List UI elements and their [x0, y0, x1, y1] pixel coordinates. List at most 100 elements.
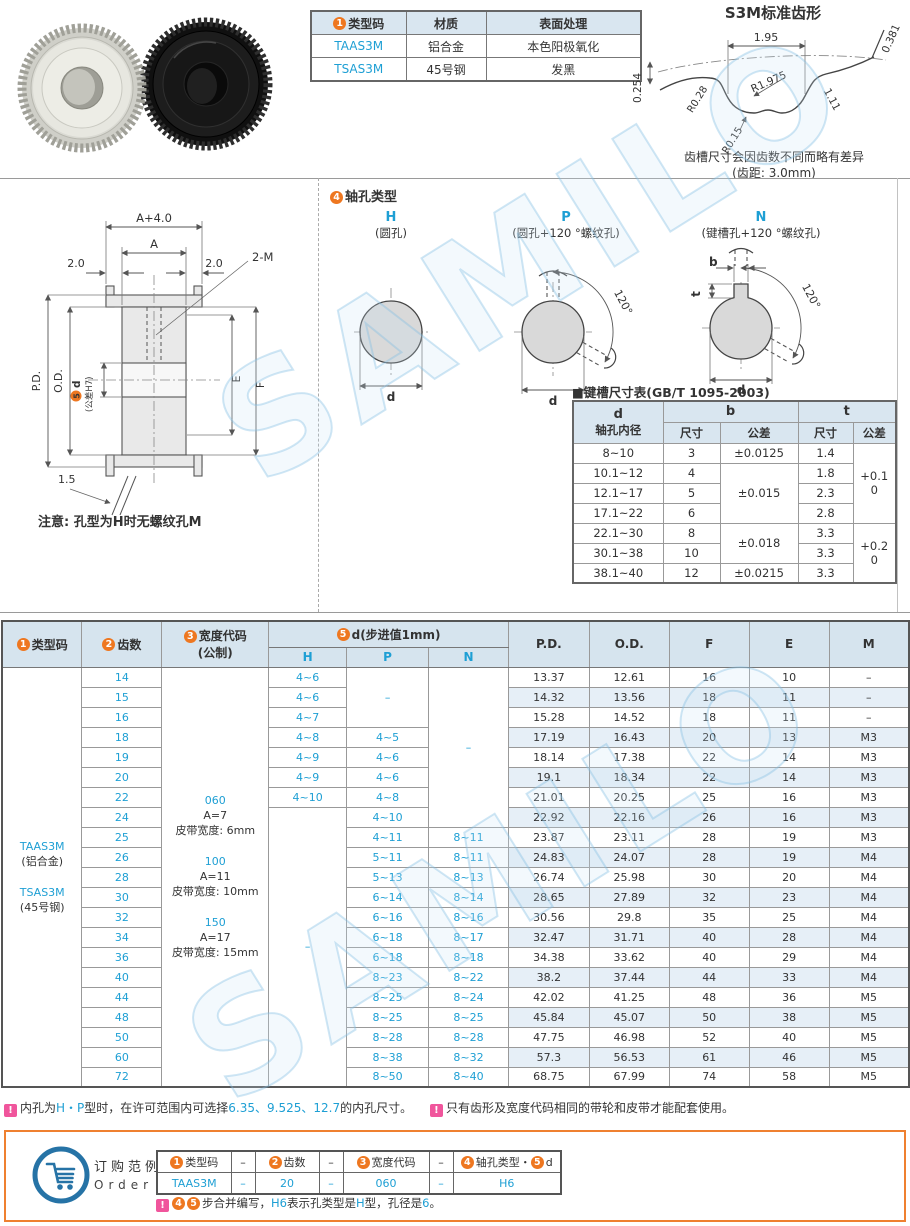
f-cell: 40 — [668, 926, 750, 948]
keyway-col-b-tol: 公差 — [719, 421, 799, 444]
dim-2-left: 2.0 — [67, 257, 85, 270]
teeth-cell: 50 — [81, 1026, 163, 1048]
od-cell: 20.25 — [588, 786, 670, 808]
divider — [0, 178, 910, 179]
keyway-col-d: d 轴孔内径 — [572, 400, 664, 444]
od-cell: 67.99 — [588, 1066, 670, 1088]
keyway-cell: ±0.0215 — [719, 562, 799, 584]
spec-row: 44 8~25 8~24 42.02 41.25 48 36 M5 — [2, 986, 910, 1008]
teeth-cell: 16 — [81, 706, 163, 728]
type-table-cell: 铝合金 — [405, 34, 487, 58]
circled-number: 1 — [16, 638, 30, 652]
keyway-col-b-size: 尺寸 — [662, 421, 721, 444]
f-cell: 74 — [668, 1066, 750, 1088]
e-cell: 20 — [748, 866, 830, 888]
type-table-cell[interactable]: TSAS3M — [310, 57, 407, 82]
circled-number: 5 — [187, 1196, 200, 1210]
e-cell: 14 — [748, 766, 830, 788]
f-cell: 48 — [668, 986, 750, 1008]
keyway-row: 12.1~17 5 2.3 — [572, 482, 896, 504]
d-h-cell: 4~6 — [268, 666, 348, 688]
d-n-cell: 8~17 — [428, 926, 509, 948]
hole-h-desc: (圆孔) — [375, 226, 407, 240]
m-cell: – — [828, 706, 910, 728]
e-cell: 13 — [748, 726, 830, 748]
keyway-cell: 30.1~38 — [572, 542, 664, 564]
keyway-cell: +0.1 0 — [852, 442, 897, 524]
teeth-cell: 72 — [81, 1066, 163, 1088]
dim-f: F — [254, 382, 267, 388]
type-col-header: 1 类型码 — [310, 10, 407, 35]
pulley-dimension-drawing: 2-M A+4.0 A 2.0 2.0 P.D. O.D. 5 d (公差H7)… — [30, 211, 273, 530]
keyway-cell: 10.1~12 — [572, 462, 664, 484]
divider — [0, 612, 910, 613]
pd-cell: 45.84 — [507, 1006, 590, 1028]
keyway-row: 8~10 3 ±0.0125 1.4 +0.1 0 — [572, 442, 897, 524]
d-p-cell: 4~8 — [346, 786, 430, 808]
spec-row: 26 5~11 8~11 24.83 24.07 28 19 M4 — [2, 846, 910, 868]
circled-number: 1 — [170, 1155, 184, 1169]
pd-cell: 28.65 — [507, 886, 590, 908]
pd-cell: 22.92 — [507, 806, 590, 828]
m-cell: M5 — [828, 1046, 910, 1068]
order-header-cell: – — [428, 1150, 454, 1173]
m-cell: M5 — [828, 986, 910, 1008]
col-e: E — [748, 620, 830, 668]
od-cell: 18.34 — [588, 766, 670, 788]
type-code-table: 1 类型码 材质 表面处理 TAAS3M 铝合金 本色阳极氧化 TSAS3M 45号钢 发黑 — [310, 10, 642, 82]
keyway-row: 10.1~12 4 ±0.015 1.8 — [572, 462, 896, 524]
od-cell: 37.44 — [588, 966, 670, 988]
pd-cell: 21.01 — [507, 786, 590, 808]
d-n-cell: – — [428, 666, 509, 828]
m-cell: – — [828, 666, 910, 688]
order-value-row: TAAS3M –20–060– H6 — [156, 1172, 562, 1195]
type-table-cell[interactable]: TAAS3M — [310, 34, 407, 58]
od-cell: 27.89 — [588, 886, 670, 908]
d-n-cell: 8~14 — [428, 886, 509, 908]
keyway-cell: 1.4 — [797, 442, 854, 464]
od-cell: 22.16 — [588, 806, 670, 828]
order-value-cell: – — [230, 1172, 256, 1195]
f-cell: 18 — [668, 706, 750, 728]
d-n-cell: 8~22 — [428, 966, 509, 988]
hole-h-drawing: d — [354, 288, 428, 404]
m-cell: M3 — [828, 726, 910, 748]
pd-cell: 68.75 — [507, 1066, 590, 1088]
od-cell: 14.52 — [588, 706, 670, 728]
order-value-cell: 20 — [254, 1172, 320, 1195]
hole-n-d-label: d — [737, 383, 746, 396]
pd-cell: 18.14 — [507, 746, 590, 768]
teeth-cell: 25 — [81, 826, 163, 848]
teeth-cell: 15 — [81, 686, 163, 708]
d-p-cell: – — [346, 666, 430, 728]
keyway-cell: 4 — [662, 462, 721, 484]
f-cell: 50 — [668, 1006, 750, 1028]
hole-n-b-label: b — [709, 255, 718, 269]
m-cell: M5 — [828, 1006, 910, 1028]
m-cell: – — [828, 686, 910, 708]
col-d: 5 d(步进值1mm) — [268, 620, 509, 648]
dim-bore-label: 5 d (公差H7) — [70, 377, 95, 412]
material-col-header: 材质 — [405, 10, 487, 35]
e-cell: 14 — [748, 746, 830, 768]
od-cell: 12.61 — [588, 666, 670, 688]
surface-col-header: 表面处理 — [485, 10, 642, 35]
pd-cell: 38.2 — [507, 966, 590, 988]
spec-row: 60 8~38 8~32 57.3 56.53 61 46 M5 — [2, 1046, 910, 1068]
d-n-cell: 8~28 — [428, 1026, 509, 1048]
order-header-cell: 4 轴孔类型・ 5 d — [452, 1150, 562, 1173]
order-header-row: 1 类型码 –2 齿数 –3 宽度代码 –4 轴孔类型・ 5 d — [156, 1150, 562, 1173]
col-d-n: N — [428, 646, 509, 668]
m-cell: M3 — [828, 786, 910, 808]
hole-types-heading: 4 轴孔类型 — [330, 186, 397, 205]
spec-row: 19 4~9 4~6 18.14 17.38 22 14 M3 — [2, 746, 910, 768]
teeth-cell: 14 — [81, 666, 163, 688]
warning-icon: ! — [4, 1104, 17, 1117]
e-cell: 25 — [748, 906, 830, 928]
d-p-cell: 6~18 — [346, 926, 430, 948]
black-steel-pulley-photo — [139, 17, 273, 151]
e-cell: 38 — [748, 1006, 830, 1028]
e-cell: 29 — [748, 946, 830, 968]
f-cell: 22 — [668, 766, 750, 788]
tooth-profile-caption: 齿槽尺寸会因齿数不同而略有差异 — [684, 149, 864, 164]
